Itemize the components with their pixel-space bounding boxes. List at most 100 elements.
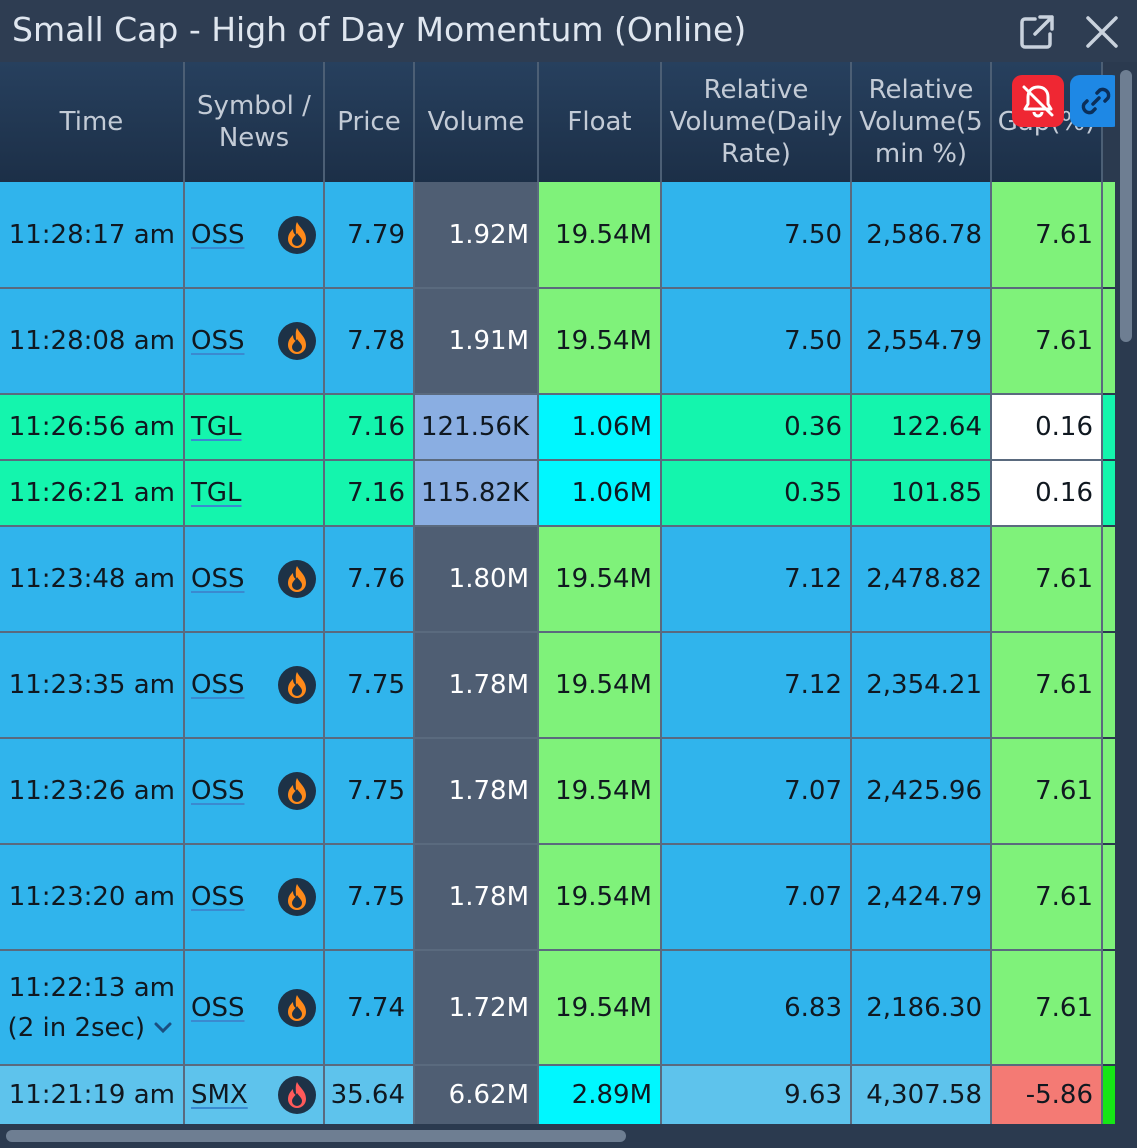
table-row[interactable]: 11:21:19 am SMX 35.64 6.62M 2.89M 9.63 4,307.5… bbox=[0, 1066, 1103, 1126]
cell-price: 7.75 bbox=[325, 739, 415, 845]
cell-symbol[interactable]: OSS bbox=[185, 633, 325, 739]
column-header-line: News bbox=[218, 123, 290, 153]
cell-gap: 0.16 bbox=[992, 461, 1103, 527]
table-row[interactable]: 11:23:35 am OSS 7.75 1.78M 19.54M 7.12 2,354.2… bbox=[0, 633, 1103, 739]
vertical-scroll-thumb[interactable] bbox=[1120, 70, 1132, 342]
cell-float: 2.89M bbox=[539, 1066, 662, 1126]
table-row[interactable]: 11:28:08 am OSS 7.78 1.91M 19.54M 7.50 2,554.7… bbox=[0, 289, 1103, 395]
column-header-label: Relative Volume(Daily Rate) bbox=[670, 74, 843, 170]
column-header-time[interactable]: Time bbox=[0, 62, 185, 182]
cell-rvol-5min: 122.64 bbox=[852, 395, 992, 461]
cell-float: 19.54M bbox=[539, 845, 662, 951]
time-group-note-text: (2 in 2sec) bbox=[7, 1012, 145, 1043]
column-header-line: Symbol / bbox=[197, 91, 311, 121]
symbol-link[interactable]: TGL bbox=[191, 478, 242, 508]
cell-rvol-daily: 7.50 bbox=[662, 289, 852, 395]
news-flame-icon[interactable] bbox=[277, 771, 317, 811]
popout-button[interactable] bbox=[1015, 10, 1059, 54]
row-edge-strip bbox=[1103, 461, 1115, 525]
close-icon bbox=[1086, 16, 1118, 48]
cell-gap: 7.61 bbox=[992, 633, 1103, 739]
cell-rvol-daily: 7.12 bbox=[662, 527, 852, 633]
cell-float: 19.54M bbox=[539, 633, 662, 739]
cell-rvol-daily: 7.07 bbox=[662, 845, 852, 951]
symbol-link[interactable]: OSS bbox=[191, 219, 245, 250]
news-flame-icon[interactable] bbox=[277, 321, 317, 361]
cell-price: 7.76 bbox=[325, 527, 415, 633]
cell-symbol[interactable]: OSS bbox=[185, 739, 325, 845]
news-flame-icon[interactable] bbox=[277, 559, 317, 599]
column-header-label: Relative Volume(5 min %) bbox=[859, 74, 982, 170]
column-header-line: Volume(Daily bbox=[669, 107, 843, 137]
cell-rvol-5min: 4,307.58 bbox=[852, 1066, 992, 1126]
cell-price: 7.16 bbox=[325, 461, 415, 527]
cell-symbol[interactable]: OSS bbox=[185, 951, 325, 1066]
cell-rvol-5min: 2,586.78 bbox=[852, 182, 992, 289]
column-header-label: Volume bbox=[428, 106, 525, 138]
cell-symbol[interactable]: OSS bbox=[185, 182, 325, 289]
table-row[interactable]: 11:22:13 am (2 in 2sec) OSS 7.74 1.72M 19.54M… bbox=[0, 951, 1103, 1066]
table-row[interactable]: 11:28:17 am OSS 7.79 1.92M 19.54M 7.50 2,586.7… bbox=[0, 182, 1103, 289]
column-header-line: Volume(5 bbox=[859, 107, 983, 137]
cell-float: 19.54M bbox=[539, 951, 662, 1066]
column-header-label: Symbol / News bbox=[197, 90, 311, 154]
news-flame-icon[interactable] bbox=[277, 988, 317, 1028]
cell-rvol-daily: 7.12 bbox=[662, 633, 852, 739]
column-header-line: min %) bbox=[874, 139, 968, 169]
link-button[interactable] bbox=[1070, 75, 1122, 127]
symbol-link[interactable]: OSS bbox=[191, 776, 245, 806]
cell-symbol[interactable]: TGL bbox=[185, 461, 325, 527]
column-header-line: Float bbox=[567, 107, 632, 137]
table-row[interactable]: 11:26:21 am TGL 7.16 115.82K 1.06M 0.35 101.85… bbox=[0, 461, 1103, 527]
column-header-line: Time bbox=[59, 107, 124, 137]
bell-off-icon bbox=[1022, 85, 1054, 118]
news-flame-icon[interactable] bbox=[277, 215, 317, 255]
symbol-link[interactable]: OSS bbox=[191, 670, 245, 700]
symbol-link[interactable]: OSS bbox=[191, 564, 245, 594]
close-button[interactable] bbox=[1080, 10, 1124, 54]
symbol-link[interactable]: SMX bbox=[191, 1080, 248, 1110]
news-flame-icon[interactable] bbox=[277, 877, 317, 917]
mute-alerts-button[interactable] bbox=[1012, 75, 1064, 127]
cell-float: 1.06M bbox=[539, 461, 662, 527]
cell-rvol-5min: 2,354.21 bbox=[852, 633, 992, 739]
cell-volume: 1.78M bbox=[415, 739, 539, 845]
cell-symbol[interactable]: OSS bbox=[185, 289, 325, 395]
column-header-line: Relative bbox=[703, 75, 809, 105]
cell-time: 11:26:21 am bbox=[0, 461, 185, 527]
cell-price: 35.64 bbox=[325, 1066, 415, 1126]
row-edge-strip bbox=[1103, 182, 1115, 287]
column-header-price[interactable]: Price bbox=[325, 62, 415, 182]
news-flame-red-icon[interactable] bbox=[277, 1075, 317, 1115]
column-header-line: Relative bbox=[868, 75, 974, 105]
chevron-down-icon[interactable] bbox=[145, 1013, 175, 1043]
column-header-symbol[interactable]: Symbol / News bbox=[185, 62, 325, 182]
symbol-link[interactable]: OSS bbox=[191, 992, 245, 1023]
symbol-link[interactable]: TGL bbox=[191, 412, 242, 442]
cell-volume: 1.92M bbox=[415, 182, 539, 289]
row-edge-strip bbox=[1103, 395, 1115, 459]
table-row[interactable]: 11:23:20 am OSS 7.75 1.78M 19.54M 7.07 2,424.7… bbox=[0, 845, 1103, 951]
cell-float: 19.54M bbox=[539, 182, 662, 289]
news-flame-icon[interactable] bbox=[277, 665, 317, 705]
cell-volume: 121.56K bbox=[415, 395, 539, 461]
table-row[interactable]: 11:26:56 am TGL 7.16 121.56K 1.06M 0.36 122.64… bbox=[0, 395, 1103, 461]
symbol-link[interactable]: OSS bbox=[191, 882, 245, 912]
table-row[interactable]: 11:23:26 am OSS 7.75 1.78M 19.54M 7.07 2,425.9… bbox=[0, 739, 1103, 845]
cell-symbol[interactable]: SMX bbox=[185, 1066, 325, 1126]
column-header-rvol_5min[interactable]: Relative Volume(5 min %) bbox=[852, 62, 992, 182]
table-row[interactable]: 11:23:48 am OSS 7.76 1.80M 19.54M 7.12 2,478.8… bbox=[0, 527, 1103, 633]
cell-time: 11:28:17 am bbox=[0, 182, 185, 289]
cell-symbol[interactable]: OSS bbox=[185, 845, 325, 951]
title-bar: Small Cap - High of Day Momentum (Online… bbox=[0, 0, 1137, 62]
column-header-volume[interactable]: Volume bbox=[415, 62, 539, 182]
column-header-float[interactable]: Float bbox=[539, 62, 662, 182]
cell-time: 11:22:13 am (2 in 2sec) bbox=[0, 951, 185, 1066]
time-group-note[interactable]: (2 in 2sec) bbox=[8, 1008, 175, 1048]
cell-symbol[interactable]: TGL bbox=[185, 395, 325, 461]
cell-volume: 1.72M bbox=[415, 951, 539, 1066]
horizontal-scroll-thumb[interactable] bbox=[6, 1130, 626, 1142]
column-header-rvol_daily[interactable]: Relative Volume(Daily Rate) bbox=[662, 62, 852, 182]
symbol-link[interactable]: OSS bbox=[191, 326, 245, 356]
cell-symbol[interactable]: OSS bbox=[185, 527, 325, 633]
